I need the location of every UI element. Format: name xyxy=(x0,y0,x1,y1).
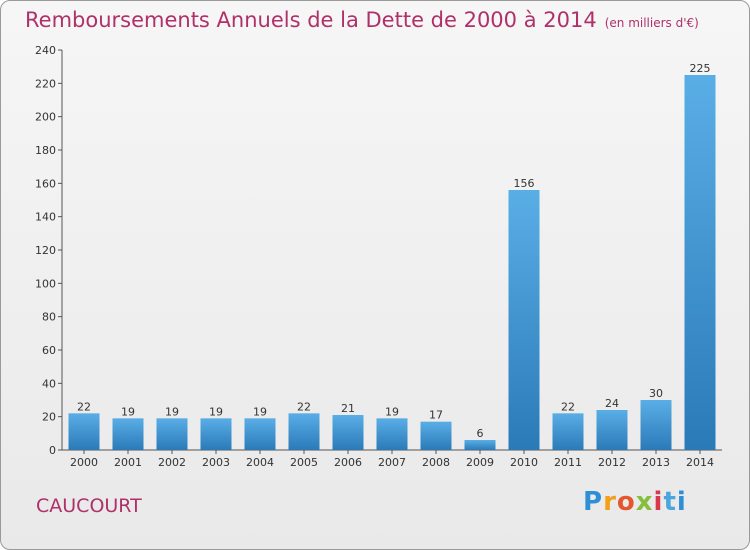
bar xyxy=(684,75,716,450)
y-tick-label: 0 xyxy=(49,444,56,457)
bar-value-label: 21 xyxy=(341,402,355,415)
chart-axes: 0 20 40 60 80 100 120 140 160 180 200 220 240 xyxy=(35,44,722,457)
bar-value-label: 22 xyxy=(77,400,91,413)
bar xyxy=(508,190,540,450)
commune-name: CAUCOURT xyxy=(36,495,142,517)
chart-title-text: Remboursements Annuels de la Dette de 20… xyxy=(25,8,597,32)
bar xyxy=(244,418,276,450)
y-tick-label: 20 xyxy=(42,411,56,424)
bar-value-label: 30 xyxy=(649,387,663,400)
y-tick-label: 180 xyxy=(35,144,56,157)
x-tick-label: 2005 xyxy=(290,456,318,469)
x-tick-label: 2011 xyxy=(554,456,582,469)
bar-value-label: 156 xyxy=(514,177,535,190)
bar-value-label: 19 xyxy=(385,405,399,418)
proxiti-logo: Proxiti xyxy=(583,487,687,517)
bar xyxy=(376,418,408,450)
x-tick-label: 2012 xyxy=(598,456,626,469)
chart-bars xyxy=(68,75,716,450)
x-tick-label: 2002 xyxy=(158,456,186,469)
bar-value-label: 17 xyxy=(429,409,443,422)
bar xyxy=(200,418,232,450)
bar-value-label: 225 xyxy=(690,62,711,75)
y-tick-label: 240 xyxy=(35,44,56,57)
y-tick-label: 80 xyxy=(42,311,56,324)
y-tick-label: 200 xyxy=(35,111,56,124)
y-tick-label: 60 xyxy=(42,344,56,357)
bar-value-label: 19 xyxy=(209,405,223,418)
x-tick-label: 2007 xyxy=(378,456,406,469)
y-tick-label: 160 xyxy=(35,177,56,190)
bar-value-label: 22 xyxy=(297,400,311,413)
bar xyxy=(420,421,452,450)
x-tick-label: 2013 xyxy=(642,456,670,469)
bar-value-label: 22 xyxy=(561,400,575,413)
bar xyxy=(156,418,188,450)
bar xyxy=(640,400,672,450)
bar xyxy=(596,410,628,450)
y-tick-label: 120 xyxy=(35,244,56,257)
y-tick-label: 100 xyxy=(35,277,56,290)
bar xyxy=(464,440,496,450)
chart-title: Remboursements Annuels de la Dette de 20… xyxy=(25,8,699,32)
y-tick-label: 220 xyxy=(35,77,56,90)
bar xyxy=(112,418,144,450)
bar xyxy=(552,413,584,450)
x-tick-label: 2003 xyxy=(202,456,230,469)
bar-value-label: 19 xyxy=(253,405,267,418)
x-tick-label: 2001 xyxy=(114,456,142,469)
chart-unit-label: (en milliers d'€) xyxy=(604,16,699,30)
bar xyxy=(332,415,364,450)
chart-labels: 2000 22 2001 19 2002 19 2003 19 2004 19 2005 22 2006… xyxy=(70,62,714,469)
y-tick-label: 140 xyxy=(35,211,56,224)
bar xyxy=(68,413,100,450)
bar-value-label: 24 xyxy=(605,397,619,410)
bar-value-label: 19 xyxy=(121,405,135,418)
x-tick-label: 2014 xyxy=(686,456,714,469)
y-tick-label: 40 xyxy=(42,377,56,390)
x-tick-label: 2006 xyxy=(334,456,362,469)
x-tick-label: 2009 xyxy=(466,456,494,469)
bar xyxy=(288,413,320,450)
x-tick-label: 2008 xyxy=(422,456,450,469)
x-tick-label: 2010 xyxy=(510,456,538,469)
bar-value-label: 6 xyxy=(477,427,484,440)
x-tick-label: 2000 xyxy=(70,456,98,469)
bar-value-label: 19 xyxy=(165,405,179,418)
x-tick-label: 2004 xyxy=(246,456,274,469)
